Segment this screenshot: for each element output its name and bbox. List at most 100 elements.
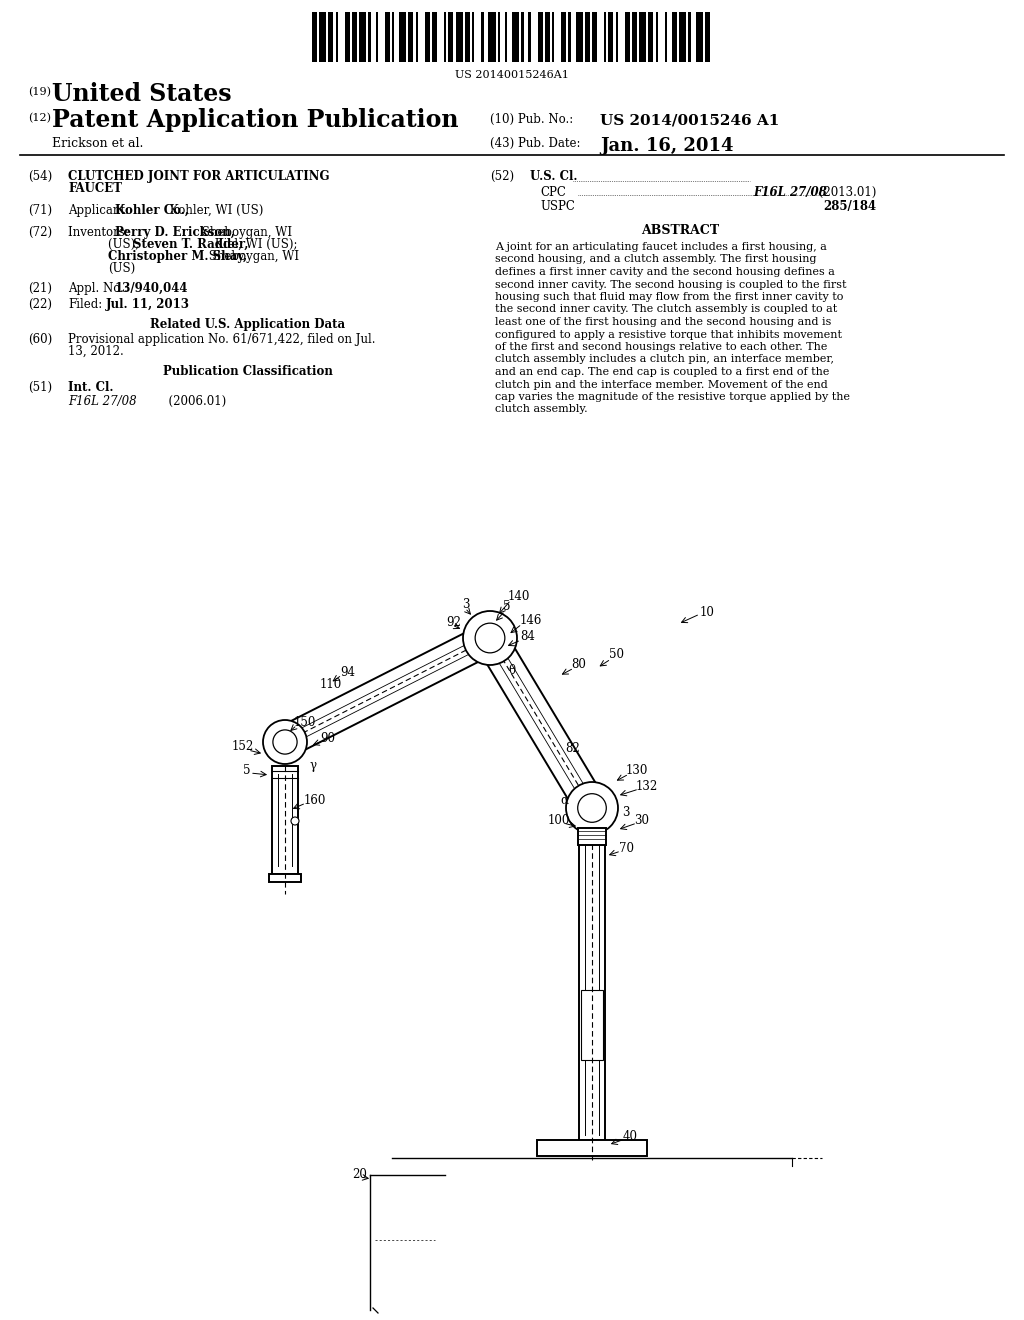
Bar bbox=[545, 12, 550, 62]
Text: the second inner cavity. The clutch assembly is coupled to at: the second inner cavity. The clutch asse… bbox=[495, 305, 838, 314]
Text: (US);: (US); bbox=[108, 238, 143, 251]
Text: housing such that fluid may flow from the first inner cavity to: housing such that fluid may flow from th… bbox=[495, 292, 844, 302]
Text: Publication Classification: Publication Classification bbox=[163, 366, 333, 378]
Text: (10) Pub. No.:: (10) Pub. No.: bbox=[490, 114, 573, 125]
Bar bbox=[625, 12, 630, 62]
Text: 13, 2012.: 13, 2012. bbox=[68, 345, 124, 358]
Text: Provisional application No. 61/671,422, filed on Jul.: Provisional application No. 61/671,422, … bbox=[68, 333, 376, 346]
Bar bbox=[578, 828, 606, 845]
Circle shape bbox=[475, 623, 505, 653]
Text: 5: 5 bbox=[243, 763, 251, 776]
Text: (2006.01): (2006.01) bbox=[131, 395, 226, 408]
Text: second housing, and a clutch assembly. The first housing: second housing, and a clutch assembly. T… bbox=[495, 255, 816, 264]
Text: Appl. No.:: Appl. No.: bbox=[68, 282, 132, 294]
Text: clutch assembly includes a clutch pin, an interface member,: clutch assembly includes a clutch pin, a… bbox=[495, 355, 834, 364]
Polygon shape bbox=[476, 630, 606, 816]
Text: 90: 90 bbox=[319, 731, 335, 744]
Text: Filed:: Filed: bbox=[68, 298, 102, 312]
Text: Sheboygan, WI: Sheboygan, WI bbox=[205, 249, 299, 263]
Text: Jan. 16, 2014: Jan. 16, 2014 bbox=[600, 137, 733, 154]
Text: US 2014/0015246 A1: US 2014/0015246 A1 bbox=[600, 114, 779, 127]
Bar bbox=[579, 836, 605, 1140]
Bar bbox=[352, 12, 356, 62]
Text: Related U.S. Application Data: Related U.S. Application Data bbox=[151, 318, 345, 331]
Text: United States: United States bbox=[52, 82, 231, 106]
Bar bbox=[672, 12, 677, 62]
Text: 146: 146 bbox=[520, 615, 543, 627]
Bar bbox=[512, 12, 519, 62]
Circle shape bbox=[273, 730, 297, 754]
Bar bbox=[575, 12, 583, 62]
Bar bbox=[561, 12, 566, 62]
Bar bbox=[481, 12, 483, 62]
Text: of the first and second housings relative to each other. The: of the first and second housings relativ… bbox=[495, 342, 827, 352]
Text: Steven T. Radder,: Steven T. Radder, bbox=[133, 238, 249, 251]
Text: 94: 94 bbox=[340, 665, 355, 678]
Text: 80: 80 bbox=[571, 657, 586, 671]
Circle shape bbox=[578, 793, 606, 822]
Bar bbox=[639, 12, 646, 62]
Bar bbox=[488, 12, 496, 62]
Text: Kiel, WI (US);: Kiel, WI (US); bbox=[211, 238, 298, 251]
Text: 100: 100 bbox=[548, 813, 570, 826]
Text: U.S. Cl.: U.S. Cl. bbox=[530, 170, 578, 183]
Bar bbox=[432, 12, 436, 62]
Bar bbox=[528, 12, 530, 62]
Text: 152: 152 bbox=[232, 739, 254, 752]
Text: Jul. 11, 2013: Jul. 11, 2013 bbox=[106, 298, 190, 312]
Text: (22): (22) bbox=[28, 298, 52, 312]
Text: 150: 150 bbox=[294, 715, 316, 729]
Bar bbox=[679, 12, 686, 62]
Bar bbox=[425, 12, 430, 62]
Bar bbox=[269, 874, 301, 882]
Bar bbox=[552, 12, 554, 62]
Text: CPC: CPC bbox=[540, 186, 566, 199]
Text: 110: 110 bbox=[319, 678, 342, 692]
Bar bbox=[456, 12, 463, 62]
Text: A joint for an articulating faucet includes a first housing, a: A joint for an articulating faucet inclu… bbox=[495, 242, 826, 252]
Text: 160: 160 bbox=[304, 793, 327, 807]
Bar bbox=[376, 12, 378, 62]
Text: 84: 84 bbox=[520, 631, 535, 644]
Text: Christopher M. Shay,: Christopher M. Shay, bbox=[108, 249, 247, 263]
Bar bbox=[392, 12, 394, 62]
Text: 13/940,044: 13/940,044 bbox=[115, 282, 188, 294]
Text: FAUCET: FAUCET bbox=[68, 182, 122, 195]
Text: 5: 5 bbox=[503, 601, 511, 614]
Text: Inventors:: Inventors: bbox=[68, 226, 132, 239]
Bar bbox=[592, 12, 597, 62]
Text: (52): (52) bbox=[490, 170, 514, 183]
Text: α: α bbox=[560, 793, 568, 807]
Text: θ: θ bbox=[508, 664, 515, 676]
Text: USPC: USPC bbox=[540, 201, 574, 213]
Bar bbox=[604, 12, 606, 62]
Text: 92: 92 bbox=[446, 615, 461, 628]
Text: 10: 10 bbox=[700, 606, 715, 619]
Text: Kohler Co.,: Kohler Co., bbox=[115, 205, 189, 216]
Bar bbox=[399, 12, 407, 62]
Text: least one of the first housing and the second housing and is: least one of the first housing and the s… bbox=[495, 317, 831, 327]
Text: 20: 20 bbox=[352, 1168, 367, 1181]
Text: clutch assembly.: clutch assembly. bbox=[495, 404, 588, 414]
Text: (71): (71) bbox=[28, 205, 52, 216]
Text: Erickson et al.: Erickson et al. bbox=[52, 137, 143, 150]
Bar bbox=[409, 12, 413, 62]
Text: 50: 50 bbox=[609, 648, 624, 661]
Text: (54): (54) bbox=[28, 170, 52, 183]
Text: (72): (72) bbox=[28, 226, 52, 239]
Text: γ: γ bbox=[310, 759, 317, 772]
Polygon shape bbox=[278, 624, 498, 756]
Text: defines a first inner cavity and the second housing defines a: defines a first inner cavity and the sec… bbox=[495, 267, 835, 277]
Text: 3: 3 bbox=[622, 807, 630, 820]
Bar bbox=[472, 12, 474, 62]
Circle shape bbox=[291, 817, 299, 825]
Bar bbox=[585, 12, 590, 62]
Text: second inner cavity. The second housing is coupled to the first: second inner cavity. The second housing … bbox=[495, 280, 847, 289]
Bar bbox=[385, 12, 390, 62]
Text: 130: 130 bbox=[626, 763, 648, 776]
Bar bbox=[688, 12, 691, 62]
Bar bbox=[615, 12, 617, 62]
Bar bbox=[505, 12, 507, 62]
Text: (2013.01): (2013.01) bbox=[815, 186, 877, 199]
Text: cap varies the magnitude of the resistive torque applied by the: cap varies the magnitude of the resistiv… bbox=[495, 392, 850, 403]
